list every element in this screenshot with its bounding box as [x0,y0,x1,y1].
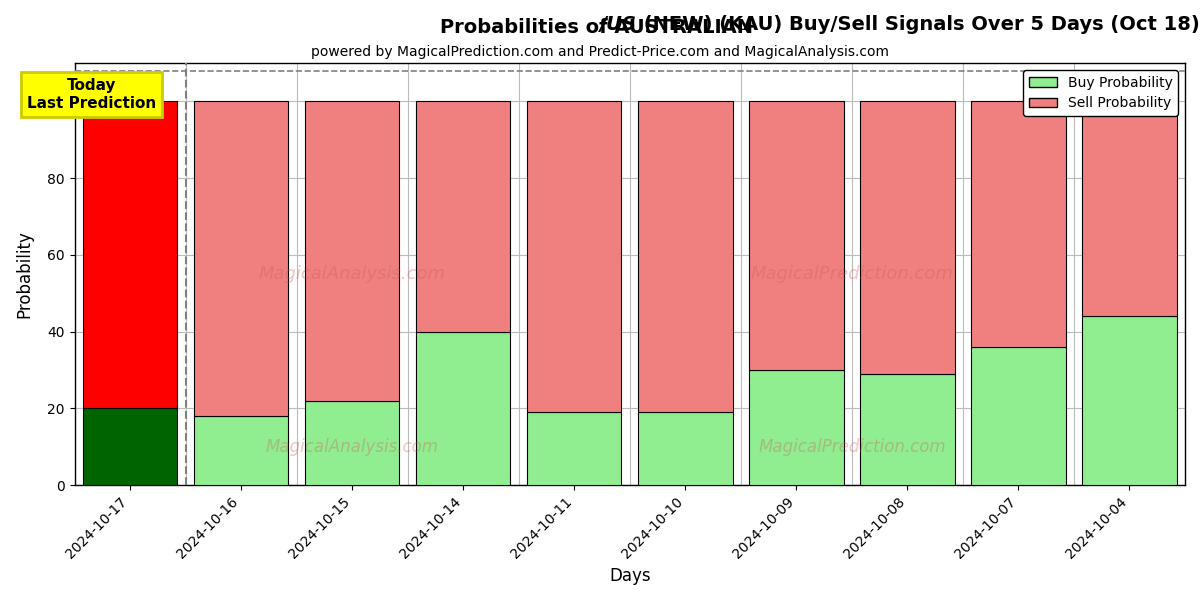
Bar [971,347,1066,485]
Text: Today
Last Prediction: Today Last Prediction [26,79,156,111]
Text: MagicalPrediction.com: MagicalPrediction.com [750,265,953,283]
Bar [527,101,622,412]
Text: powered by MagicalPrediction.com and Predict-Price.com and MagicalAnalysis.com: powered by MagicalPrediction.com and Pre… [311,45,889,59]
X-axis label: Days: Days [610,567,650,585]
Legend: Buy Probability, Sell Probability: Buy Probability, Sell Probability [1024,70,1178,116]
Text: MagicalAnalysis.com: MagicalAnalysis.com [259,265,445,283]
Bar [1082,316,1177,485]
Bar [194,101,288,416]
Text: MagicalAnalysis.com: MagicalAnalysis.com [265,438,439,456]
Text: Probabilities of AUSTRALIAN: Probabilities of AUSTRALIAN [440,18,760,37]
Text: /US: /US [600,15,637,34]
Bar [416,332,510,485]
Bar [83,101,178,409]
Bar [83,409,178,485]
Bar [194,416,288,485]
Bar [638,412,732,485]
Bar [749,370,844,485]
Bar [638,101,732,412]
Bar [749,101,844,370]
Bar [971,101,1066,347]
Text: MagicalPrediction.com: MagicalPrediction.com [758,438,946,456]
Bar [860,101,955,374]
Bar [305,401,400,485]
Bar [527,412,622,485]
Bar [305,101,400,401]
Bar [1082,101,1177,316]
Bar [416,101,510,332]
Y-axis label: Probability: Probability [16,230,34,318]
Text: (NEW) (KAU) Buy/Sell Signals Over 5 Days (Oct 18): (NEW) (KAU) Buy/Sell Signals Over 5 Days… [637,15,1200,34]
Bar [860,374,955,485]
